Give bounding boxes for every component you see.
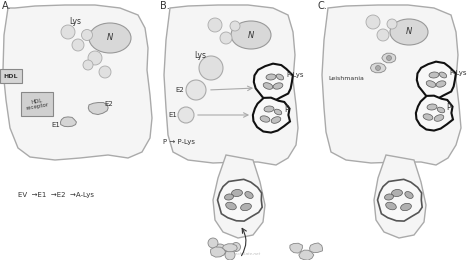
Circle shape: [366, 15, 380, 29]
Ellipse shape: [405, 192, 413, 198]
Polygon shape: [3, 5, 152, 160]
Ellipse shape: [266, 74, 276, 80]
Text: HDL: HDL: [4, 74, 18, 79]
Ellipse shape: [241, 203, 251, 211]
Circle shape: [72, 39, 84, 51]
Polygon shape: [416, 96, 453, 131]
Circle shape: [214, 244, 226, 256]
Polygon shape: [164, 5, 298, 165]
Polygon shape: [290, 243, 302, 253]
Circle shape: [220, 32, 232, 44]
Ellipse shape: [231, 190, 243, 197]
Ellipse shape: [245, 192, 253, 198]
Polygon shape: [222, 244, 237, 252]
Polygon shape: [417, 62, 456, 100]
Circle shape: [377, 29, 389, 41]
Ellipse shape: [273, 83, 283, 89]
Circle shape: [375, 66, 381, 70]
Circle shape: [208, 18, 222, 32]
Text: E1: E1: [169, 112, 177, 118]
Circle shape: [61, 25, 75, 39]
Text: HDL
receptor: HDL receptor: [25, 97, 49, 111]
Polygon shape: [218, 179, 262, 221]
Text: E2: E2: [176, 87, 184, 93]
Ellipse shape: [264, 106, 274, 112]
Polygon shape: [254, 64, 293, 102]
Polygon shape: [61, 117, 76, 127]
Text: A.: A.: [2, 1, 11, 11]
Text: C.: C.: [318, 1, 328, 11]
Circle shape: [186, 80, 206, 100]
Text: P: P: [446, 103, 451, 113]
Ellipse shape: [392, 190, 402, 197]
Polygon shape: [213, 155, 265, 238]
Ellipse shape: [225, 194, 234, 200]
Text: E2: E2: [105, 101, 113, 107]
Ellipse shape: [386, 202, 396, 210]
Ellipse shape: [401, 203, 411, 211]
Circle shape: [386, 55, 392, 61]
Circle shape: [199, 56, 223, 80]
Circle shape: [178, 107, 194, 123]
FancyBboxPatch shape: [21, 92, 53, 116]
Polygon shape: [299, 250, 314, 260]
Ellipse shape: [390, 19, 428, 45]
Circle shape: [208, 238, 218, 248]
Polygon shape: [370, 63, 386, 73]
Ellipse shape: [434, 115, 444, 121]
Circle shape: [88, 51, 102, 65]
Ellipse shape: [263, 83, 273, 89]
Polygon shape: [377, 179, 422, 221]
Ellipse shape: [271, 117, 281, 123]
Polygon shape: [210, 247, 226, 257]
Ellipse shape: [426, 81, 436, 87]
Polygon shape: [382, 53, 396, 63]
Ellipse shape: [226, 202, 237, 210]
FancyBboxPatch shape: [0, 69, 22, 83]
Circle shape: [99, 66, 111, 78]
Ellipse shape: [439, 72, 447, 78]
Polygon shape: [322, 5, 461, 165]
Text: E1: E1: [52, 122, 61, 128]
Circle shape: [225, 250, 235, 260]
Ellipse shape: [260, 116, 270, 122]
Text: P: P: [284, 106, 289, 114]
Text: N: N: [248, 30, 254, 40]
Ellipse shape: [423, 114, 433, 120]
Text: www.ResearchGate.net: www.ResearchGate.net: [213, 252, 261, 256]
Text: P-Lys: P-Lys: [286, 72, 303, 78]
Ellipse shape: [274, 109, 282, 115]
Polygon shape: [374, 155, 426, 238]
Circle shape: [387, 19, 397, 29]
Circle shape: [230, 21, 240, 31]
Ellipse shape: [429, 72, 439, 78]
Ellipse shape: [276, 74, 283, 80]
Text: B.: B.: [160, 1, 170, 11]
Circle shape: [83, 60, 93, 70]
Ellipse shape: [89, 23, 131, 53]
Text: Leishmania: Leishmania: [328, 75, 364, 81]
Text: EV  →E1  →E2  →A-Lys: EV →E1 →E2 →A-Lys: [18, 192, 94, 198]
Polygon shape: [310, 243, 322, 253]
Circle shape: [231, 243, 240, 251]
Text: P → P-Lys: P → P-Lys: [163, 139, 195, 145]
Ellipse shape: [437, 107, 445, 113]
Ellipse shape: [384, 194, 393, 200]
Text: N: N: [406, 28, 412, 36]
Text: Lys: Lys: [194, 50, 206, 60]
Ellipse shape: [427, 104, 437, 110]
Text: N: N: [107, 34, 113, 42]
Circle shape: [82, 29, 92, 41]
Polygon shape: [253, 98, 290, 133]
Ellipse shape: [231, 21, 271, 49]
Text: P-Lys: P-Lys: [449, 70, 466, 76]
Ellipse shape: [436, 81, 446, 87]
Polygon shape: [88, 102, 108, 115]
Text: Lys: Lys: [69, 17, 81, 27]
